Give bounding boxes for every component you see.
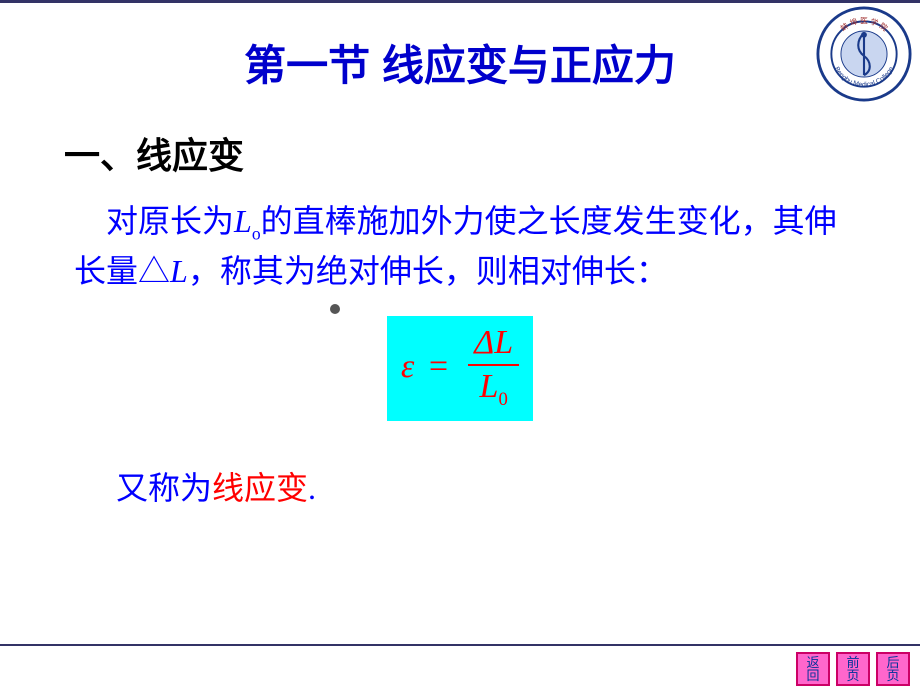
section-heading: 一、线应变 [64,127,920,179]
body-paragraph: 对原长为Lo的直棒施加外力使之长度发生变化，其伸长量△L，称其为绝对伸长，则相对… [74,197,860,296]
slide-title: 第一节 线应变与正应力 [0,0,920,93]
closing-post: . [308,470,316,506]
bullet-dot [330,304,340,314]
symbol-delta-L: L [170,253,188,289]
body-pre: 对原长为 [106,203,234,239]
symbol-epsilon: ε [401,348,414,386]
nav-next-button[interactable]: 后 页 [876,652,910,686]
nav-back-button[interactable]: 返 回 [796,652,830,686]
top-divider [0,0,920,3]
fraction: ΔL L0 [468,324,519,411]
closing-term: 线应变 [212,470,308,506]
body-mid2: ，称其为绝对伸长，则相对伸长： [188,253,668,289]
symbol-equals: = [427,348,450,386]
closing-line: 又称为线应变. [116,463,920,509]
symbol-L0: Lo [234,203,261,239]
nav-bar: 返 回 前 页 后 页 [796,652,910,686]
nav-prev-button[interactable]: 前 页 [836,652,870,686]
bottom-divider [0,644,920,646]
fraction-denominator: L0 [468,366,519,411]
formula-box: ε = ΔL L0 [387,316,533,421]
fraction-numerator: ΔL [468,324,519,366]
slide: 蚌 埠 医 学 院 Bengbu Medical College 第一节 线应变… [0,0,920,690]
closing-pre: 又称为 [116,470,212,506]
college-logo: 蚌 埠 医 学 院 Bengbu Medical College [816,6,912,102]
formula-container: ε = ΔL L0 [0,316,920,421]
formula: ε = ΔL L0 [401,346,519,383]
